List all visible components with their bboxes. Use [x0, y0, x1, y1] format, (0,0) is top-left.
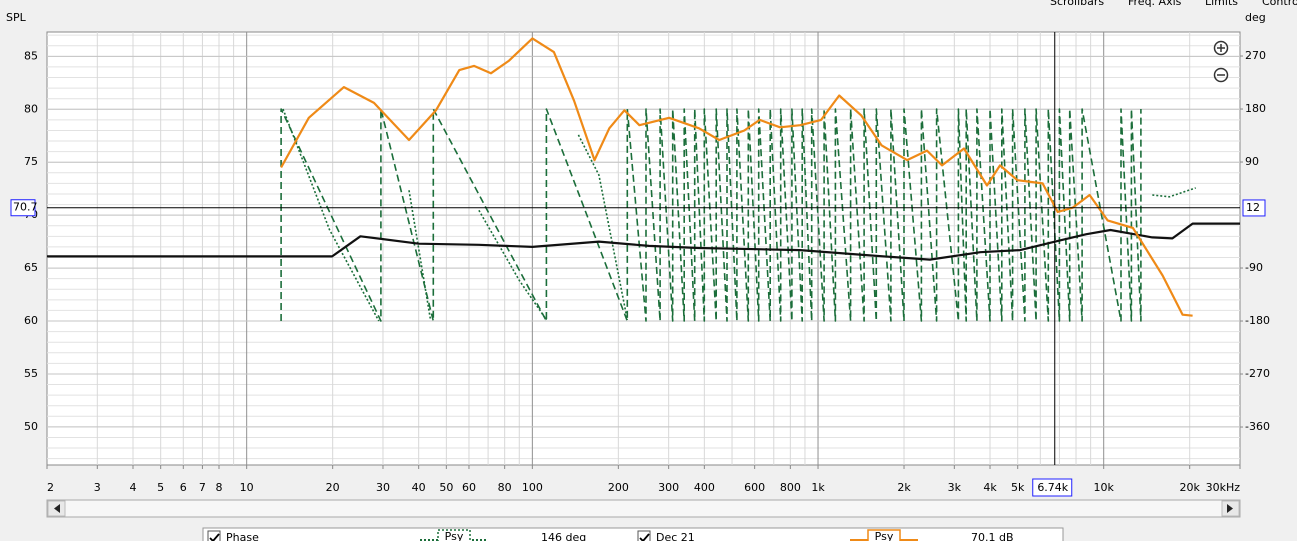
plot-area	[46, 31, 1241, 466]
x-tick-label: 800	[780, 481, 801, 494]
y2-tick-label: -360	[1245, 420, 1270, 433]
y-tick-label: 50	[24, 420, 38, 433]
cursor-box	[10, 199, 36, 217]
legend-panel	[202, 527, 1064, 541]
legend-smoothing: Psy	[875, 530, 894, 541]
plot	[47, 32, 1240, 465]
legend-checkmark	[639, 533, 650, 541]
x-tick-label: 60	[462, 481, 476, 494]
x-tick-label: 4k	[983, 481, 997, 494]
x-tick-label: 2k	[897, 481, 911, 494]
scrollbar[interactable]	[46, 499, 1241, 518]
x-tick-label: 20k	[1180, 481, 1201, 494]
x-tick-label: 50	[439, 481, 453, 494]
x-tick-label: 1k	[811, 481, 825, 494]
y-tick-label: 80	[24, 102, 38, 115]
series-line	[282, 108, 1196, 322]
y-tick-label: 85	[24, 49, 38, 62]
cursor-box	[1242, 199, 1266, 217]
x-tick-label: 100	[522, 481, 543, 494]
x-tick-label: 3	[94, 481, 101, 494]
x-tick-label: 80	[498, 481, 512, 494]
zoom-in[interactable]	[1213, 40, 1229, 56]
x-tick-label: 6	[180, 481, 187, 494]
legend-checkmark	[209, 533, 220, 541]
x-tick-label: 7	[199, 481, 206, 494]
y-tick-label: 55	[24, 367, 38, 380]
y2-axis-label: deg	[1245, 11, 1266, 24]
series-line	[280, 108, 1142, 322]
x-tick-label: 200	[608, 481, 629, 494]
grid	[46, 32, 1243, 469]
y2-tick-label: 90	[1245, 155, 1259, 168]
legend-readout: 146 deg	[541, 531, 586, 541]
y-tick-label: 60	[24, 314, 38, 327]
x-tick-label: 8	[215, 481, 222, 494]
cursor-x-label: 6.74k	[1037, 481, 1068, 494]
top-button[interactable]: Controls	[1262, 0, 1297, 8]
x-tick-label: 2	[47, 481, 54, 494]
x-tick-label: 10	[240, 481, 254, 494]
y2-tick-label: 180	[1245, 102, 1266, 115]
cursor-y2-label: 12	[1246, 201, 1260, 214]
top-button[interactable]: Scrollbars	[1050, 0, 1104, 8]
x-tick-label: 300	[658, 481, 679, 494]
x-tick-label: 30kHz	[1206, 481, 1241, 494]
x-tick-label: 600	[744, 481, 765, 494]
y-axis-label: SPL	[6, 11, 27, 24]
x-tick-label: 20	[326, 481, 340, 494]
y2-tick-label: 270	[1245, 49, 1266, 62]
top-button[interactable]: Freq. Axis	[1128, 0, 1182, 8]
legend-readout: 70.1 dB	[971, 531, 1014, 541]
legend-name: Dec 21	[656, 531, 695, 541]
y-tick-label: 65	[24, 261, 38, 274]
legend-smoothing-box	[867, 529, 901, 541]
x-tick-label: 30	[376, 481, 390, 494]
top-button[interactable]: Limits	[1205, 0, 1238, 8]
x-tick-label: 5k	[1011, 481, 1025, 494]
x-tick-label: 40	[412, 481, 426, 494]
cursor-box	[1032, 478, 1073, 497]
y-tick-label: 75	[24, 155, 38, 168]
legend-smoothing: Psy	[445, 530, 464, 541]
x-tick-label: 5	[157, 481, 164, 494]
y2-tick-label: -270	[1245, 367, 1270, 380]
legend-name: Phase	[226, 531, 259, 541]
cursor-y-label: 70.7	[13, 201, 38, 214]
y2-tick-label: -180	[1245, 314, 1270, 327]
legend-checkbox[interactable]	[207, 530, 221, 541]
x-tick-label: 10k	[1094, 481, 1115, 494]
legend: Phase Psy 146 deg Dec 21 Psy 70.1 dB	[207, 529, 1014, 541]
x-tick-label: 3k	[948, 481, 962, 494]
legend-checkbox[interactable]	[637, 530, 651, 541]
y2-tick-label: -90	[1245, 261, 1263, 274]
legend-smoothing-box	[437, 529, 471, 541]
x-tick-label: 4	[129, 481, 136, 494]
zoom-out[interactable]	[1213, 67, 1229, 83]
x-tick-label: 400	[694, 481, 715, 494]
